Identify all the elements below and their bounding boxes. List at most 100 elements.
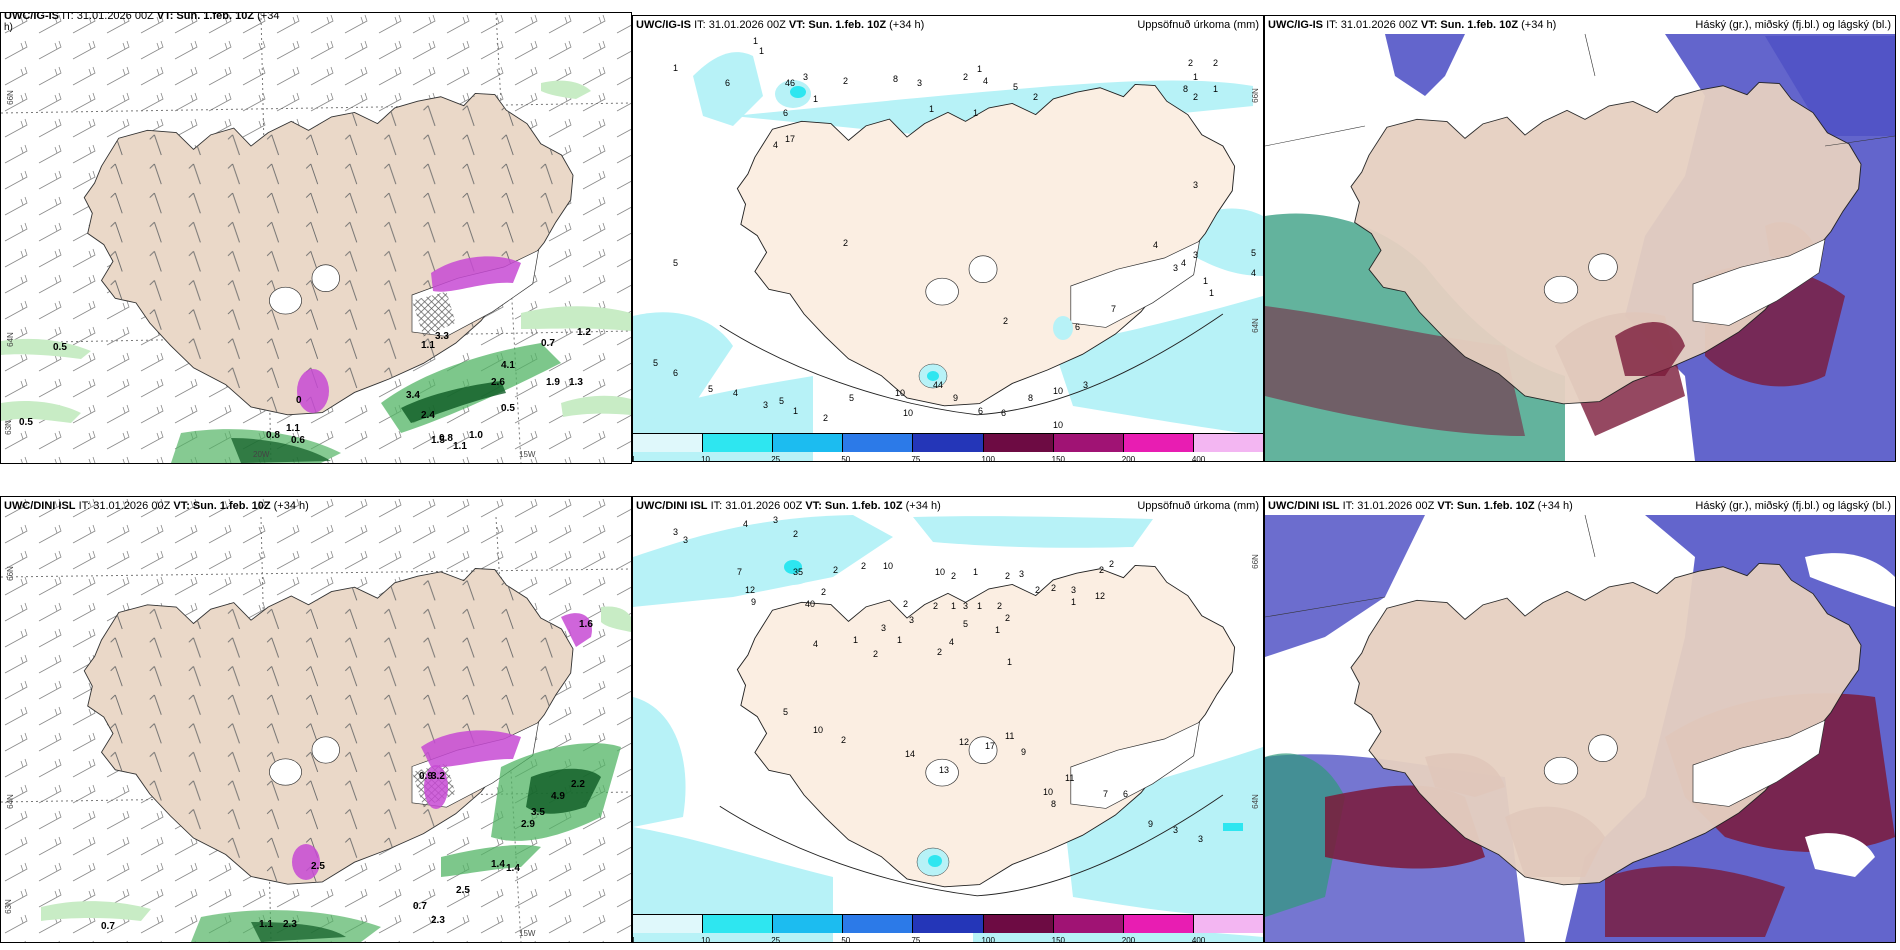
precip-value-label: 2	[951, 571, 956, 581]
precip-value-label: 17	[785, 134, 795, 144]
precip-value-label: 1	[973, 567, 978, 577]
precip-value-label: 2	[1099, 565, 1104, 575]
precip-value-label: 8	[1051, 799, 1056, 809]
precip-value-label: 3	[909, 615, 914, 625]
colorbar-tick-label: 150	[1051, 936, 1066, 943]
precip-value-label: 2	[1005, 613, 1010, 623]
precip-value-label: 8	[1028, 393, 1033, 403]
wind-value-label: 0.7	[541, 338, 555, 349]
colorbar-tick-label: 10	[701, 455, 711, 462]
precip-value-label: 10	[895, 388, 905, 398]
precip-value-label: 1	[1213, 84, 1218, 94]
precip-value-label: 3	[1198, 834, 1203, 844]
precip-value-label: 2	[823, 413, 828, 423]
precip-value-label: 2	[963, 72, 968, 82]
precip-value-label: 6	[1123, 789, 1128, 799]
bottom-cloud-panel: UWC/DINI ISL IT: 31.01.2026 00Z VT: Sun.…	[1264, 496, 1896, 943]
precip-value-label: 1	[759, 46, 764, 56]
precip-value-label: 1	[1071, 597, 1076, 607]
wind-value-label: 2.3	[283, 919, 297, 930]
precip-value-label: 1	[1193, 72, 1198, 82]
wind-value-label: 1.4	[506, 863, 520, 874]
wind-value-label: 1.0	[469, 430, 483, 441]
precip-value-label: 4	[813, 639, 818, 649]
wind-value-label: 1.2	[577, 327, 591, 338]
precip-value-label: 8	[1183, 84, 1188, 94]
bottom-wind-values: 1.6 0.9 2.2 4.9 3.52.9 1.4 1.4 2.5 0.7 0.7 2.3 1.1 2…	[101, 619, 593, 932]
wind-value-label: 1.9	[546, 377, 560, 388]
colorbar-tick-label: 75	[911, 936, 921, 943]
precip-value-label: 1	[813, 94, 818, 104]
precip-value-label: 6	[978, 406, 983, 416]
precip-value-label: 4	[949, 637, 954, 647]
precip-value-label: 2	[793, 529, 798, 539]
wind-value-label: 2.4	[421, 410, 435, 421]
precip-value-label: 6	[783, 108, 788, 118]
wind-value-label: 1.1	[286, 423, 300, 434]
precip-value-label: 7	[1111, 304, 1116, 314]
colorbar-segment: 10	[701, 915, 774, 942]
precip-value-label: 17	[985, 741, 995, 751]
wind-value-label: 2.9	[521, 819, 535, 830]
precip-value-label: 3	[1071, 585, 1076, 595]
lat-label: 64N	[5, 794, 15, 809]
precip-value-label: 9	[1148, 819, 1153, 829]
precip-value-label: 5	[783, 707, 788, 717]
precip-value-label: 5	[1013, 82, 1018, 92]
precip-value-label: 5	[1251, 248, 1256, 258]
precip-value-label: 2	[1193, 92, 1198, 102]
wind-value-label: 4.9	[551, 791, 565, 802]
colorbar-segment: 10	[701, 434, 774, 461]
precip-value-label: 2	[1109, 559, 1114, 569]
lat-label: 66N	[1251, 554, 1261, 569]
lead-time: (+34 h)	[1521, 19, 1557, 31]
precip-value-label: 9	[1021, 747, 1026, 757]
model-label: UWC/IG-IS	[4, 12, 59, 22]
wind-value-label: 1.3	[569, 377, 583, 388]
precip-value-label: 2	[861, 561, 866, 571]
model-label: UWC/DINI ISL	[1268, 500, 1340, 512]
precip-value-label: 3	[763, 400, 768, 410]
top-wind-header: UWC/IG-IS IT: 31.01.2026 00Z VT: Sun. 1.…	[1, 12, 631, 23]
wind-value-label: 0.6	[291, 435, 305, 446]
precip-value-label: 10	[1053, 420, 1063, 430]
precip-value-label: 2	[1051, 583, 1056, 593]
colorbar-segment: 150	[1052, 434, 1124, 461]
precip-value-label: 5	[653, 358, 658, 368]
colorbar-segment: 400	[1192, 915, 1263, 942]
wind-value-label: 3.4	[406, 390, 420, 401]
precip-value-label: 9	[751, 597, 756, 607]
top-wind-map	[1, 13, 631, 463]
wind-value-label: 2.6	[491, 377, 505, 388]
lead-time-wrap: h)	[4, 22, 13, 33]
colorbar-segment: 25	[771, 434, 844, 461]
precip-value-label: 10	[903, 408, 913, 418]
model-label: UWC/IG-IS	[636, 19, 691, 31]
precip-value-label: 10	[1053, 386, 1063, 396]
colorbar-tick-label: 25	[771, 455, 781, 462]
lead-time: (+34 h)	[889, 19, 925, 31]
wind-value-label: 0	[296, 395, 302, 406]
precip-value-label: 1	[673, 63, 678, 73]
colorbar-tick-label: 100	[981, 936, 995, 943]
colorbar-segment: 1	[633, 915, 704, 942]
precip-value-label: 9	[953, 393, 958, 403]
lon-label: 15W	[519, 450, 536, 459]
precip-value-label: 1	[929, 104, 934, 114]
colorbar-tick-label: 200	[1121, 455, 1136, 462]
precip-value-label: 2	[873, 649, 878, 659]
precip-value-label: 2	[933, 601, 938, 611]
colorbar-tick-label: 100	[981, 455, 995, 462]
wind-value-label: 2.2	[571, 779, 585, 790]
wind-value-label: 2.5	[311, 861, 325, 872]
precip-value-label: 3	[803, 72, 808, 82]
top-cloud-header: UWC/IG-IS IT: 31.01.2026 00Z VT: Sun. 1.…	[1265, 16, 1895, 34]
lon-label: 15W	[519, 929, 536, 938]
precip-value-label: 3	[963, 601, 968, 611]
bottom-precip-header: UWC/DINI ISL IT: 31.01.2026 00Z VT: Sun.…	[633, 497, 1263, 515]
bottom-cloud-map	[1265, 497, 1895, 942]
precip-value-label: 7	[737, 567, 742, 577]
precip-value-label: 1	[1007, 657, 1012, 667]
precip-value-label: 6	[1075, 322, 1080, 332]
precip-value-label: 2	[1005, 571, 1010, 581]
